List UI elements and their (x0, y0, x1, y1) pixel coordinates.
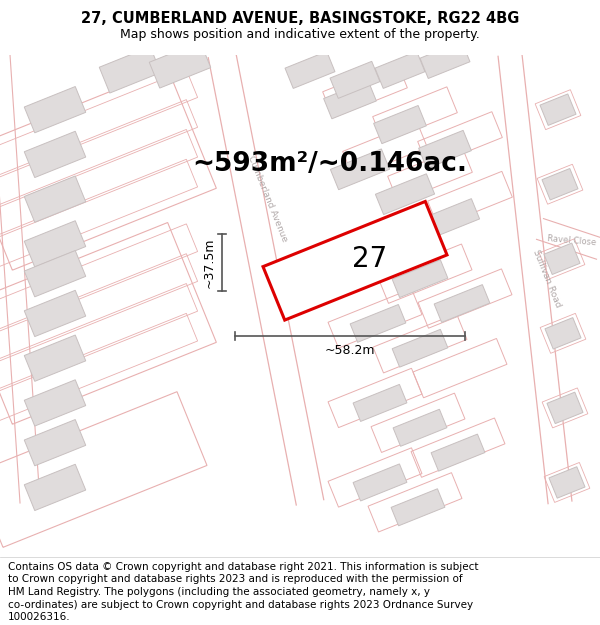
Polygon shape (374, 106, 427, 144)
Text: ~58.2m: ~58.2m (325, 344, 375, 357)
Polygon shape (419, 131, 472, 169)
Polygon shape (431, 434, 485, 471)
Text: Contains OS data © Crown copyright and database right 2021. This information is : Contains OS data © Crown copyright and d… (8, 562, 478, 572)
Polygon shape (392, 260, 448, 298)
Text: Map shows position and indicative extent of the property.: Map shows position and indicative extent… (120, 28, 480, 41)
Polygon shape (375, 51, 425, 88)
Polygon shape (24, 86, 86, 133)
Text: HM Land Registry. The polygons (including the associated geometry, namely x, y: HM Land Registry. The polygons (includin… (8, 587, 430, 597)
Text: ~593m²/~0.146ac.: ~593m²/~0.146ac. (193, 151, 467, 178)
Text: co-ordinates) are subject to Crown copyright and database rights 2023 Ordnance S: co-ordinates) are subject to Crown copyr… (8, 599, 473, 609)
Polygon shape (393, 409, 447, 446)
Text: to Crown copyright and database rights 2023 and is reproduced with the permissio: to Crown copyright and database rights 2… (8, 574, 463, 584)
Text: 27: 27 (352, 245, 388, 272)
Polygon shape (545, 318, 581, 349)
Polygon shape (24, 251, 86, 297)
Polygon shape (331, 149, 389, 190)
Text: 100026316.: 100026316. (8, 612, 70, 622)
Polygon shape (24, 176, 86, 222)
Text: Cumberland Avenue: Cumberland Avenue (247, 155, 289, 244)
Polygon shape (434, 284, 490, 322)
Polygon shape (350, 304, 406, 343)
Polygon shape (330, 61, 380, 98)
Polygon shape (420, 41, 470, 79)
Polygon shape (24, 419, 86, 466)
Polygon shape (353, 384, 407, 421)
Polygon shape (24, 131, 86, 178)
Text: ~37.5m: ~37.5m (203, 237, 216, 288)
Polygon shape (323, 81, 376, 119)
Polygon shape (376, 174, 434, 214)
Polygon shape (99, 47, 161, 93)
Polygon shape (24, 290, 86, 337)
Text: Sullivan Road: Sullivan Road (532, 249, 563, 309)
Polygon shape (149, 42, 211, 88)
Polygon shape (392, 329, 448, 367)
Polygon shape (24, 380, 86, 426)
Polygon shape (549, 467, 585, 498)
Polygon shape (540, 94, 576, 126)
Polygon shape (24, 464, 86, 511)
Polygon shape (391, 489, 445, 526)
Polygon shape (353, 464, 407, 501)
Polygon shape (544, 243, 580, 274)
Polygon shape (547, 392, 583, 424)
Polygon shape (24, 221, 86, 267)
Polygon shape (421, 199, 479, 239)
Polygon shape (542, 169, 578, 200)
Text: Ravel Close: Ravel Close (547, 234, 597, 248)
Polygon shape (350, 235, 406, 272)
Polygon shape (285, 51, 335, 88)
Polygon shape (24, 335, 86, 381)
Polygon shape (263, 201, 447, 320)
Text: 27, CUMBERLAND AVENUE, BASINGSTOKE, RG22 4BG: 27, CUMBERLAND AVENUE, BASINGSTOKE, RG22… (81, 11, 519, 26)
